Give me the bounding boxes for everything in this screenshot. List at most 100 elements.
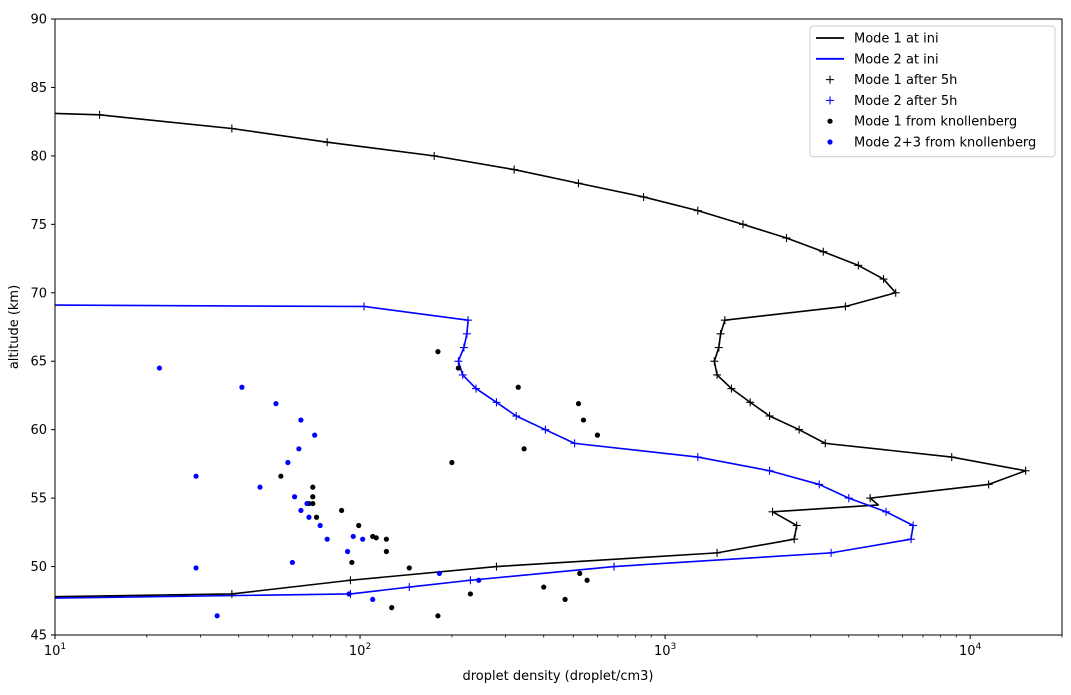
series-2-plus-marker xyxy=(510,165,519,174)
legend: Mode 1 at ini Mode 2 at ini Mode 1 after 5… xyxy=(809,25,1056,158)
x-tick-label: 101 xyxy=(44,642,66,659)
series-4-dot-marker xyxy=(575,401,582,407)
series-4-dot-marker xyxy=(373,535,379,541)
series-2-plus-marker xyxy=(430,151,439,160)
series-5-dot-marker xyxy=(312,432,318,438)
series-2-plus-marker xyxy=(879,275,888,284)
series-2-plus-marker xyxy=(792,521,801,530)
legend-label: Mode 2 at ini xyxy=(854,52,939,67)
series-5-dot-marker xyxy=(436,570,442,577)
series-5-dot-marker xyxy=(296,446,302,452)
series-3-plus-marker xyxy=(492,398,501,407)
series-2-plus-marker xyxy=(693,206,702,215)
series-layer xyxy=(55,110,1030,619)
series-5-dot-marker xyxy=(257,484,263,490)
series-2-plus-marker xyxy=(95,110,104,119)
x-tick-label-exponent: 4 xyxy=(976,642,982,652)
series-3-plus-marker xyxy=(359,302,368,311)
series-2-plus-marker xyxy=(720,316,729,325)
y-tick-label: 80 xyxy=(30,149,47,164)
series-5-dot-marker xyxy=(193,565,199,571)
series-3-plus-marker xyxy=(882,507,891,516)
series-3-plus-marker xyxy=(458,370,467,379)
series-4-dot-marker xyxy=(310,494,316,500)
series-5-dot-marker xyxy=(298,507,304,514)
series-2-plus-marker xyxy=(819,247,828,256)
series-2-plus-marker xyxy=(227,589,236,598)
y-tick-label: 45 xyxy=(30,629,47,644)
series-5-dot-marker xyxy=(291,494,298,500)
x-tick-label-base: 10 xyxy=(959,644,976,659)
y-tick-label: 60 xyxy=(30,423,47,438)
x-tick-label-base: 10 xyxy=(349,644,366,659)
series-2-plus-marker xyxy=(346,576,355,585)
y-tick-label: 90 xyxy=(30,13,47,28)
series-4-dot-marker xyxy=(339,507,345,514)
series-4-dot-marker xyxy=(383,536,390,542)
series-2-plus-marker xyxy=(738,220,747,229)
legend-handle-plus xyxy=(826,96,834,105)
series-4-dot-marker xyxy=(580,417,587,423)
legend-handle-dot xyxy=(827,118,833,124)
series-2-plus-marker xyxy=(227,124,236,133)
series-4-dot-marker xyxy=(435,349,441,355)
series-2-plus-marker xyxy=(947,453,956,462)
series-3-plus-marker xyxy=(466,576,475,585)
x-tick-label-exponent: 2 xyxy=(365,642,371,652)
series-5-dot-marker xyxy=(317,522,323,529)
series-3-plus-marker xyxy=(827,548,836,557)
x-tick-label-exponent: 3 xyxy=(671,642,677,652)
series-5-dot-marker xyxy=(304,500,310,507)
series-5-dot-marker xyxy=(344,548,351,555)
series-4-dot-marker xyxy=(449,459,455,466)
series-2-plus-marker xyxy=(765,411,774,420)
series-3-plus-marker xyxy=(454,357,463,366)
series-4-dot-marker xyxy=(541,584,547,590)
series-3-plus-marker xyxy=(570,439,579,448)
series-5-dot-marker xyxy=(298,417,304,423)
series-3-plus-marker xyxy=(459,343,468,352)
x-axis-label: droplet density (droplet/cm3) xyxy=(463,669,654,684)
series-5-dot-marker xyxy=(285,459,291,466)
series-3-plus-marker xyxy=(907,535,916,544)
series-4-dot-marker xyxy=(313,514,320,520)
series-2-plus-marker xyxy=(574,179,583,188)
series-2-plus-marker xyxy=(1021,466,1030,475)
y-tick-label: 50 xyxy=(30,560,47,575)
series-5-dot-marker xyxy=(324,536,330,542)
y-axis-label: altitude (km) xyxy=(7,285,22,369)
x-tick-label-base: 10 xyxy=(654,644,671,659)
series-5-dot-marker xyxy=(214,613,220,619)
legend-label: Mode 1 at ini xyxy=(854,32,939,47)
series-4-dot-marker xyxy=(389,605,395,611)
series-2-plus-marker xyxy=(639,192,648,201)
series-5-dot-marker xyxy=(346,591,352,597)
series-2-plus-marker xyxy=(727,384,736,393)
legend-label: Mode 2 after 5h xyxy=(854,94,957,109)
series-5-dot-marker xyxy=(156,365,163,371)
y-tick-label: 55 xyxy=(30,492,47,507)
legend-label: Mode 1 after 5h xyxy=(854,73,957,88)
legend-handle-plus xyxy=(826,75,834,84)
series-4-dot-marker xyxy=(515,384,521,390)
series-3-plus-marker xyxy=(472,384,481,393)
series-5-dot-marker xyxy=(273,401,279,407)
legend-box xyxy=(809,25,1056,158)
series-2-plus-marker xyxy=(795,425,804,434)
series-5-dot-marker xyxy=(193,473,199,479)
y-tick-label: 75 xyxy=(30,218,47,233)
series-3-plus-marker xyxy=(693,453,702,462)
series-2-plus-marker xyxy=(841,302,850,311)
series-2-plus-marker xyxy=(716,329,725,338)
series-3-plus-marker xyxy=(462,329,471,338)
y-tick-label: 65 xyxy=(30,355,47,370)
plot-frame xyxy=(54,18,1063,636)
series-2-plus-marker xyxy=(854,261,863,270)
x-tick-label: 104 xyxy=(959,642,982,659)
y-tick-label: 70 xyxy=(30,286,47,301)
series-2-plus-marker xyxy=(710,357,719,366)
series-4-dot-marker xyxy=(310,484,316,490)
series-4-dot-marker xyxy=(521,446,527,452)
